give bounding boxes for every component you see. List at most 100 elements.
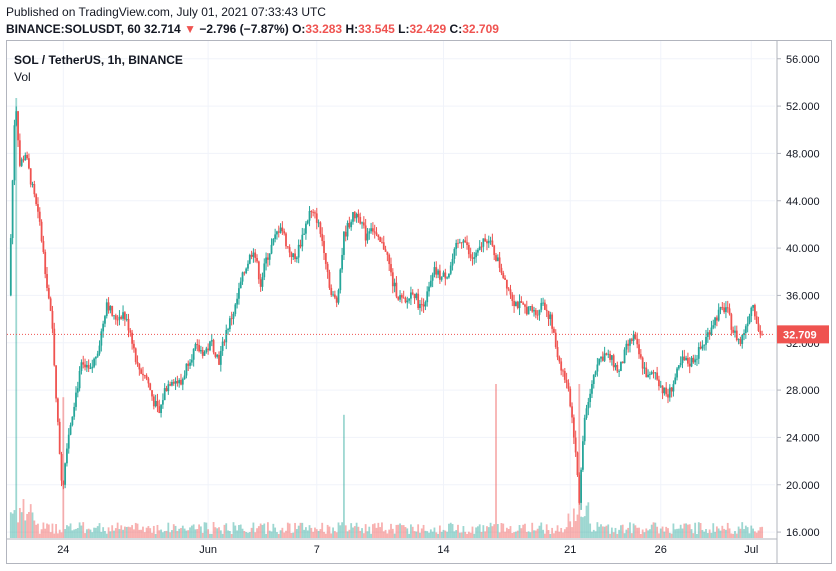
- candle-body: [18, 140, 21, 166]
- volume-bar: [178, 528, 181, 538]
- candle-body: [228, 318, 231, 330]
- volume-bar: [46, 523, 48, 538]
- volume-bar: [350, 523, 353, 538]
- candle-body: [406, 300, 409, 303]
- candle-body: [609, 353, 611, 360]
- volume-bar: [746, 527, 749, 538]
- volume-bar: [326, 524, 329, 538]
- volume-bar: [665, 526, 668, 538]
- candle-body: [610, 355, 613, 360]
- candle-body: [350, 221, 353, 228]
- volume-bar: [563, 529, 566, 538]
- volume-bar: [67, 526, 70, 538]
- last-value: 32.714: [144, 22, 181, 36]
- candle-body: [410, 292, 412, 299]
- candle-body: [478, 246, 481, 250]
- volume-bar: [527, 531, 530, 538]
- candle-body: [703, 344, 706, 346]
- volume-bar: [47, 524, 50, 538]
- volume-bar: [661, 526, 664, 538]
- volume-bar: [493, 524, 496, 538]
- candle-body: [198, 345, 200, 352]
- chart-frame: [6, 40, 832, 564]
- candle-body: [600, 356, 602, 359]
- volume-bar: [266, 522, 269, 538]
- candle-body: [598, 358, 601, 365]
- volume-bar: [105, 533, 108, 538]
- candle-body: [294, 253, 296, 260]
- volume-bar: [632, 523, 635, 538]
- volume-bar: [677, 528, 680, 538]
- candle-body: [171, 382, 173, 386]
- candle-body: [741, 335, 744, 344]
- candle-body: [381, 241, 383, 243]
- volume-bar: [219, 530, 222, 538]
- volume-bar: [498, 532, 501, 538]
- candle-body: [348, 222, 351, 228]
- candle-body: [227, 329, 229, 331]
- candle-body: [283, 231, 286, 234]
- candle-body: [397, 296, 400, 300]
- volume-bar: [759, 527, 762, 538]
- candle-body: [131, 332, 134, 344]
- candle-body: [364, 225, 367, 241]
- candle-body: [587, 402, 590, 409]
- candle-body: [757, 323, 760, 331]
- volume-bar: [373, 523, 376, 538]
- candle-body: [422, 304, 425, 307]
- volume-bar: [477, 526, 479, 538]
- volume-bar: [31, 512, 34, 538]
- volume-bar: [582, 517, 584, 538]
- candle-body: [58, 421, 61, 454]
- volume-bar: [650, 524, 653, 538]
- volume-bar: [509, 526, 512, 538]
- candle-body: [28, 158, 30, 169]
- candle-body: [305, 223, 307, 234]
- candle-body: [82, 362, 85, 365]
- volume-bar: [379, 527, 382, 538]
- candle-body: [621, 361, 624, 364]
- volume-bar: [268, 530, 271, 538]
- candle-body: [140, 369, 143, 374]
- volume-bar: [605, 525, 608, 538]
- candle-body: [176, 381, 179, 384]
- volume-bar: [612, 532, 615, 538]
- volume-bar: [359, 530, 362, 538]
- volume-bar: [66, 525, 68, 538]
- volume-bar: [634, 525, 637, 538]
- candle-body: [484, 238, 487, 242]
- volume-bar: [151, 532, 153, 538]
- volume-bar: [592, 529, 595, 538]
- candle-body: [641, 357, 644, 369]
- candle-body: [169, 384, 172, 386]
- volume-bar: [335, 532, 338, 538]
- volume-bar: [424, 530, 427, 538]
- candle-body: [111, 305, 114, 316]
- volume-bar: [715, 526, 718, 538]
- candle-body: [591, 383, 593, 394]
- volume-bar: [194, 529, 197, 538]
- candle-body: [668, 387, 671, 398]
- candle-body: [221, 341, 224, 351]
- candle-body: [524, 304, 526, 307]
- candle-body: [475, 252, 477, 258]
- candle-body: [353, 212, 356, 219]
- candle-body: [732, 329, 735, 333]
- volume-bar: [603, 526, 606, 538]
- volume-bar: [460, 532, 463, 538]
- candle-body: [667, 394, 669, 398]
- volume-bar: [587, 502, 590, 538]
- candle-body: [505, 279, 508, 289]
- candle-body: [324, 253, 327, 264]
- candle-body: [185, 363, 188, 376]
- volume-bar: [402, 525, 405, 538]
- y-tick-label: 40.000: [786, 243, 820, 255]
- candle-body: [601, 356, 604, 361]
- candle-body: [13, 125, 16, 181]
- candle-body: [60, 453, 63, 481]
- candle-body: [750, 307, 753, 317]
- candle-body: [551, 314, 554, 329]
- volume-bar: [210, 533, 213, 538]
- volume-bar: [549, 533, 552, 538]
